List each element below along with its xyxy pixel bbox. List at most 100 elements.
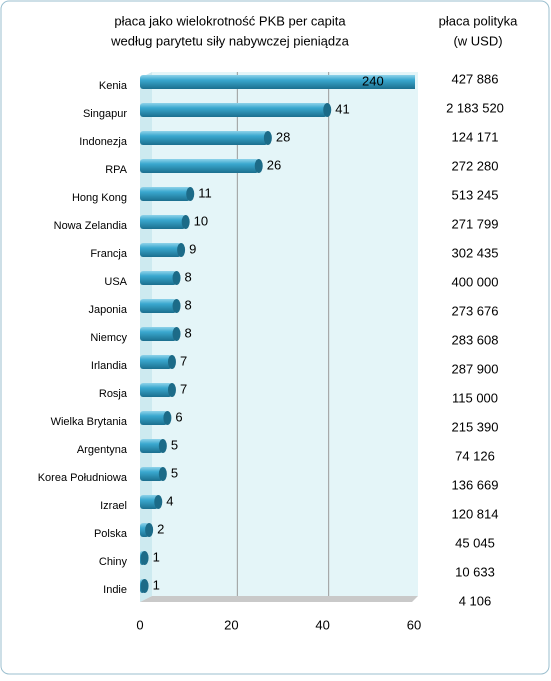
plot-back [152,72,418,596]
bar-cap [167,383,176,397]
data-label: 1 [153,549,160,564]
column-title: płaca polityka [439,13,519,28]
data-label: 1 [153,577,160,592]
bar [140,75,415,89]
bar [140,299,177,313]
pay-value: 302 435 [452,245,499,260]
plot [140,72,415,596]
y-tick-label: Irlandia [91,360,128,372]
pay-value: 400 000 [452,274,499,289]
data-label: 5 [171,465,178,480]
bar [140,495,159,509]
bar [140,159,259,173]
data-label: 11 [198,185,212,200]
data-label: 8 [185,325,192,340]
y-tick-label: Indonezja [79,136,128,148]
y-tick-label: Izrael [100,500,127,512]
bar-cap [172,327,181,341]
bar [140,103,328,117]
y-tick-label: Francja [90,248,128,260]
y-tick-label: Korea Południowa [38,472,128,484]
y-tick-label: Niemcy [90,332,127,344]
bar-cap [181,215,190,229]
pay-value: 10 633 [455,564,495,579]
y-tick-label: Hong Kong [72,192,127,204]
bar [140,327,177,341]
y-tick-label: Polska [94,528,128,540]
data-label: 8 [185,297,192,312]
y-tick-label: USA [104,276,127,288]
pay-value: 115 000 [452,390,498,405]
pay-value: 74 126 [455,448,495,463]
bar-cap [158,439,167,453]
bar [140,439,163,453]
pay-value: 273 676 [452,303,499,318]
bar-cap [323,103,332,117]
data-label: 5 [171,437,178,452]
pay-value: 427 886 [452,71,499,86]
pay-value: 4 106 [459,593,492,608]
x-tick-label: 40 [315,617,329,632]
pay-value: 283 608 [452,332,499,347]
y-tick-label: Kenia [99,80,128,92]
plot-floor [140,596,418,602]
chart-subtitle: według parytetu siły nabywczej pieniądza [110,33,350,48]
bar-cap [263,131,272,145]
column-subtitle: (w USD) [453,33,502,48]
pay-value: 45 045 [455,535,495,550]
pay-value: 272 280 [452,158,499,173]
pay-value: 120 814 [452,506,499,521]
pay-value: 287 900 [452,361,499,376]
pay-value: 136 669 [452,477,499,492]
bar [140,411,168,425]
bar-cap [172,299,181,313]
pay-value: 513 245 [452,187,499,202]
data-label: 4 [166,493,173,508]
bar [140,383,172,397]
data-label: 7 [180,353,187,368]
bar-cap [167,355,176,369]
data-label: 26 [267,157,281,172]
chart-title: płaca jako wielokrotność PKB per capita [114,13,346,28]
bar [140,215,186,229]
data-label: 240 [362,73,384,88]
data-label: 8 [185,269,192,284]
bar [140,131,268,145]
bar-cap [163,411,172,425]
y-tick-label: Nowa Zelandia [54,220,128,232]
y-tick-label: Wielka Brytania [51,416,128,428]
data-label: 9 [189,241,196,256]
bar [140,187,191,201]
bar-cap [186,187,195,201]
bar-cap [158,467,167,481]
data-label: 10 [194,213,208,228]
data-label: 7 [180,381,187,396]
y-tick-label: RPA [105,164,127,176]
bar-cap [254,159,263,173]
bar-cap [172,271,181,285]
bar-cap [177,243,186,257]
y-tick-label: Rosja [99,388,128,400]
pay-value: 2 183 520 [446,100,504,115]
data-label: 2 [157,521,164,536]
bar-cap [154,495,163,509]
x-tick-label: 60 [407,617,421,632]
data-label: 41 [335,101,349,116]
bar [140,271,177,285]
bar-cap [140,551,149,565]
data-label: 6 [175,409,182,424]
y-tick-label: Singapur [83,108,127,120]
bar [140,467,163,481]
pay-value: 271 799 [452,216,499,231]
bar-cap [145,523,154,537]
y-tick-label: Chiny [99,556,128,568]
y-tick-label: Indie [103,584,127,596]
bar [140,243,182,257]
y-tick-label: Argentyna [77,444,128,456]
pay-value: 215 390 [452,419,499,434]
y-tick-label: Japonia [88,304,127,316]
data-label: 28 [276,129,290,144]
x-tick-label: 0 [136,617,143,632]
x-tick-label: 20 [224,617,238,632]
